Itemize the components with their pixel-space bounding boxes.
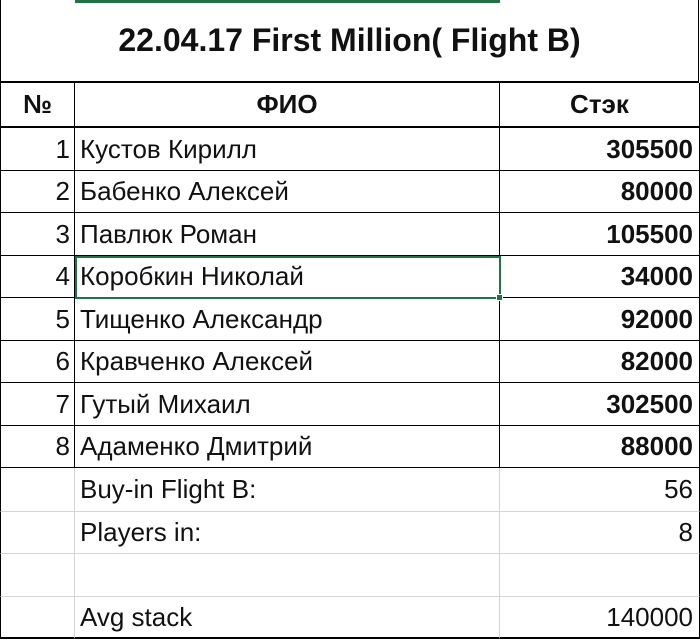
- summary-empty-cell[interactable]: [0, 597, 75, 639]
- summary-label[interactable]: Players in:: [75, 512, 500, 554]
- player-stack[interactable]: 302500: [500, 383, 700, 426]
- header-name[interactable]: ФИО: [75, 83, 500, 128]
- summary-empty-cell[interactable]: [0, 512, 75, 554]
- player-num[interactable]: 1: [0, 128, 75, 171]
- player-stack[interactable]: 82000: [500, 341, 700, 383]
- player-num[interactable]: 7: [0, 383, 75, 426]
- summary-value[interactable]: 8: [500, 512, 700, 554]
- table-row: 7 Гутый Михаил 302500: [0, 383, 700, 426]
- player-name[interactable]: Кустов Кирилл: [75, 128, 500, 171]
- header-row: № ФИО Стэк: [0, 83, 700, 128]
- player-num[interactable]: 8: [0, 426, 75, 468]
- sheet-title[interactable]: 22.04.17 First Million( Flight B): [0, 0, 699, 83]
- summary-empty-cell[interactable]: [0, 468, 75, 512]
- player-name[interactable]: Адаменко Дмитрий: [75, 426, 500, 468]
- table-row: 3 Павлюк Роман 105500: [0, 213, 700, 256]
- table-row: 8 Адаменко Дмитрий 88000: [0, 426, 700, 468]
- player-name[interactable]: Тищенко Александр: [75, 298, 500, 341]
- summary-row: Buy-in Flight B: 56: [0, 468, 700, 512]
- player-name[interactable]: Кравченко Алексей: [75, 341, 500, 383]
- summary-row: [0, 554, 700, 597]
- player-name[interactable]: Коробкин Николай: [75, 256, 500, 298]
- player-num[interactable]: 5: [0, 298, 75, 341]
- player-stack[interactable]: 80000: [500, 171, 700, 213]
- player-num[interactable]: 2: [0, 171, 75, 213]
- column-selection-indicator: [75, 0, 500, 3]
- player-num[interactable]: 4: [0, 256, 75, 298]
- header-num[interactable]: №: [0, 83, 75, 128]
- summary-label[interactable]: Avg stack: [75, 597, 500, 639]
- table-row: 5 Тищенко Александр 92000: [0, 298, 700, 341]
- player-stack[interactable]: 105500: [500, 213, 700, 256]
- player-num[interactable]: 6: [0, 341, 75, 383]
- summary-row: Avg stack 140000: [0, 597, 700, 639]
- player-stack[interactable]: 88000: [500, 426, 700, 468]
- player-name[interactable]: Бабенко Алексей: [75, 171, 500, 213]
- player-stack[interactable]: 34000: [500, 256, 700, 298]
- summary-label[interactable]: Buy-in Flight B:: [75, 468, 500, 512]
- player-num[interactable]: 3: [0, 213, 75, 256]
- player-stack[interactable]: 305500: [500, 128, 700, 171]
- summary-row: Players in: 8: [0, 512, 700, 554]
- player-name[interactable]: Павлюк Роман: [75, 213, 500, 256]
- header-stack[interactable]: Стэк: [500, 83, 700, 128]
- player-name[interactable]: Гутый Михаил: [75, 383, 500, 426]
- table-row: 6 Кравченко Алексей 82000: [0, 341, 700, 383]
- summary-value[interactable]: 140000: [500, 597, 700, 639]
- summary-value[interactable]: [500, 554, 700, 597]
- table-row: 1 Кустов Кирилл 305500: [0, 128, 700, 171]
- table-row: 4 Коробкин Николай 34000: [0, 256, 700, 298]
- summary-empty-cell[interactable]: [0, 554, 75, 597]
- table-row: 2 Бабенко Алексей 80000: [0, 171, 700, 213]
- summary-value[interactable]: 56: [500, 468, 700, 512]
- summary-label[interactable]: [75, 554, 500, 597]
- player-stack[interactable]: 92000: [500, 298, 700, 341]
